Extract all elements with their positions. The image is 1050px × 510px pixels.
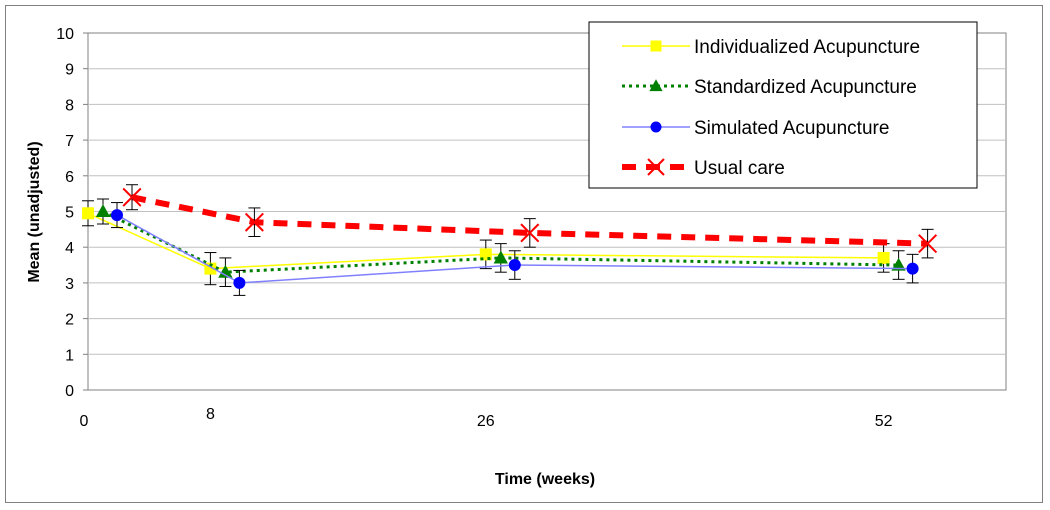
x-marker-stroke [647, 158, 665, 176]
legend-marker [647, 158, 665, 176]
data-point [520, 223, 540, 243]
data-point [493, 250, 508, 264]
series-simulated-acupuncture [111, 202, 919, 296]
legend-item: Individualized Acupuncture [622, 37, 920, 58]
series-usual-care [122, 184, 938, 259]
y-tick-label: 10 [56, 26, 74, 43]
y-tick-label: 1 [65, 347, 74, 364]
legend: Individualized Acupuncture Standardized A… [588, 21, 978, 189]
x-marker-stroke [244, 212, 264, 232]
series-line [116, 214, 913, 284]
x-tick-label: 26 [477, 413, 495, 430]
legend-marker [650, 40, 662, 52]
data-point [244, 212, 264, 232]
legend-item: Usual care [622, 158, 785, 179]
series-group [82, 184, 938, 296]
legend-label: Individualized Acupuncture [694, 37, 920, 58]
x-axis-title: Time (weeks) [495, 471, 595, 488]
legend-label: Simulated Acupuncture [694, 118, 889, 139]
data-point [95, 204, 111, 218]
data-point [891, 257, 906, 271]
data-point [479, 248, 492, 261]
y-tick-label: 7 [65, 133, 74, 150]
y-tick-label: 4 [65, 240, 74, 257]
x-tick-label: 8 [206, 406, 215, 423]
data-point [111, 209, 123, 222]
legend-label: Standardized Acupuncture [694, 77, 917, 98]
legend-label: Usual care [694, 158, 785, 179]
y-tick-label: 3 [65, 276, 74, 293]
y-tick-label: 8 [65, 97, 74, 114]
x-tick-label: 0 [80, 413, 89, 430]
y-tick-label: 2 [65, 312, 74, 329]
y-tick-labels: 0 1 2 3 4 5 6 7 8 9 10 [56, 26, 74, 400]
x-marker-stroke [918, 234, 938, 254]
y-tick-label: 9 [65, 62, 74, 79]
x-marker-stroke [520, 223, 540, 243]
data-point [122, 187, 142, 207]
legend-marker [649, 79, 663, 92]
x-tick-labels: 0 8 26 52 [80, 406, 893, 430]
data-point [918, 234, 938, 254]
series-standardized-acupuncture [95, 198, 906, 287]
y-axis-title: Mean (unadjusted) [26, 141, 43, 282]
data-point [233, 276, 246, 289]
y-tick-label: 0 [65, 383, 74, 400]
x-marker-stroke [122, 187, 142, 207]
legend-item: Standardized Acupuncture [622, 77, 917, 98]
x-tick-label: 52 [875, 413, 893, 430]
y-tick-label: 6 [65, 169, 74, 186]
legend-marker [650, 121, 662, 133]
series-individualized-acupuncture [82, 200, 890, 286]
series-line [102, 210, 899, 274]
data-point [906, 262, 919, 275]
data-point [218, 264, 233, 278]
legend-item: Simulated Acupuncture [622, 118, 889, 139]
data-point [877, 251, 890, 264]
data-point [82, 207, 94, 220]
data-point [508, 259, 521, 272]
y-tick-label: 5 [65, 205, 74, 222]
series-line [87, 212, 884, 270]
